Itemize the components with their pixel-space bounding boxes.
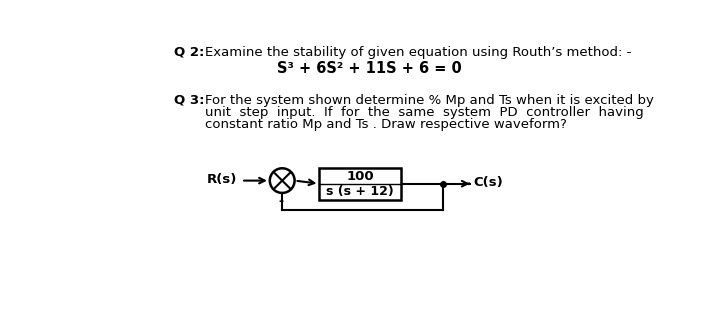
Text: C(s): C(s) bbox=[474, 176, 503, 190]
Text: Q 3:: Q 3: bbox=[174, 93, 204, 107]
Text: S³ + 6S² + 11S + 6 = 0: S³ + 6S² + 11S + 6 = 0 bbox=[276, 61, 462, 76]
Text: For the system shown determine % Mp and Ts when it is excited by: For the system shown determine % Mp and … bbox=[204, 93, 654, 107]
Text: constant ratio Mp and Ts . Draw respective waveform?: constant ratio Mp and Ts . Draw respecti… bbox=[204, 118, 567, 131]
Text: unit  step  input.  If  for  the  same  system  PD  controller  having: unit step input. If for the same system … bbox=[204, 106, 644, 119]
Text: s (s + 12): s (s + 12) bbox=[326, 185, 394, 198]
Text: Q 2:: Q 2: bbox=[174, 46, 204, 59]
Text: Examine the stability of given equation using Routh’s method: -: Examine the stability of given equation … bbox=[204, 46, 631, 59]
Text: R(s): R(s) bbox=[207, 173, 238, 186]
Text: 100: 100 bbox=[346, 170, 374, 183]
Text: -: - bbox=[279, 195, 284, 208]
Bar bbox=[320, 168, 401, 200]
